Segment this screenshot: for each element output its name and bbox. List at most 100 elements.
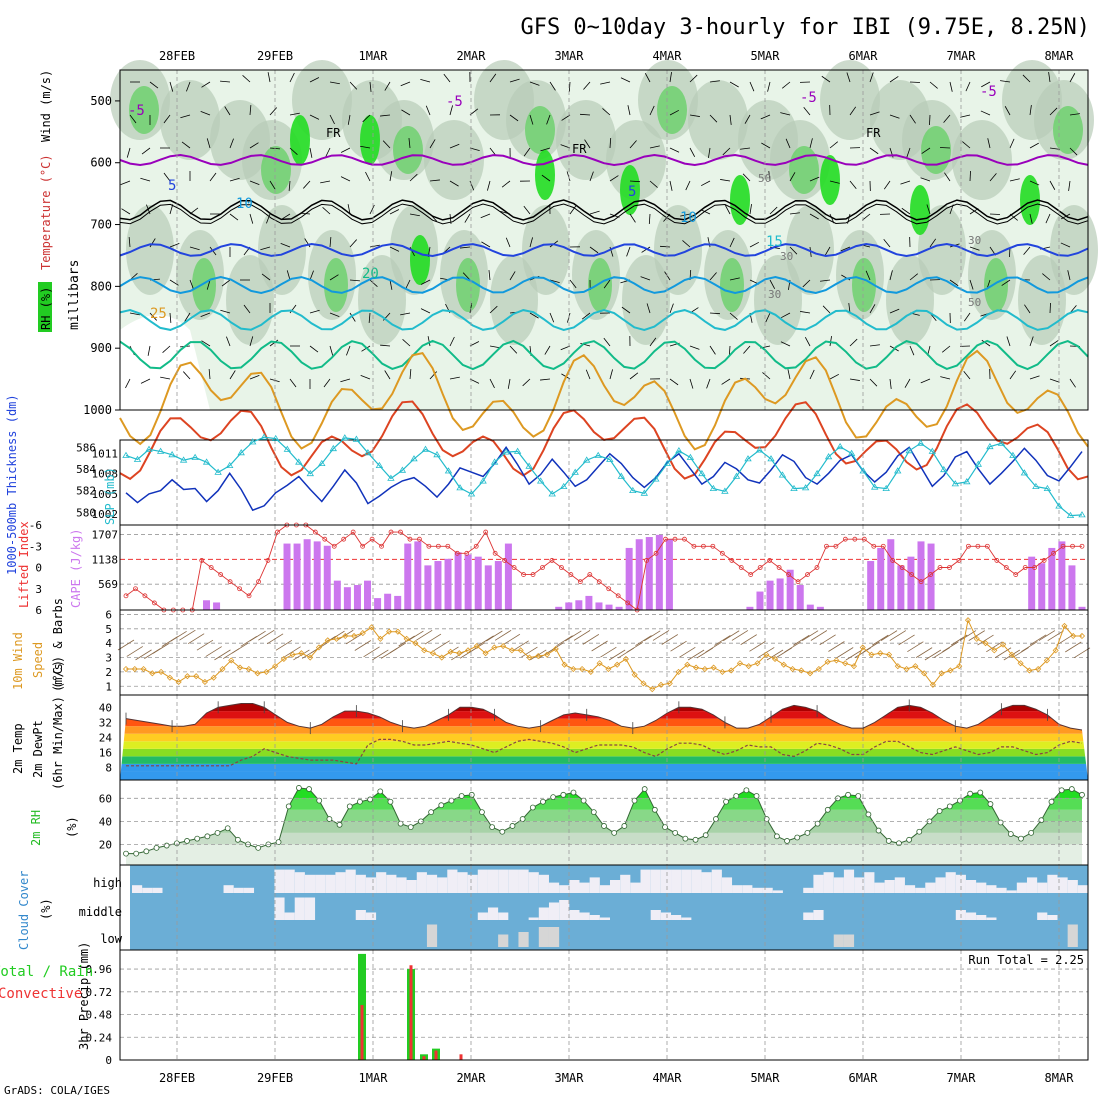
wind-barb <box>389 246 400 252</box>
wind-barb-10m <box>433 640 450 652</box>
wind-barb <box>829 373 840 380</box>
wind-speed-point <box>315 644 323 651</box>
wind-speed-point <box>491 644 498 651</box>
rh-point <box>143 848 150 855</box>
wind-barb <box>629 180 641 183</box>
wind-speed-point <box>570 665 577 673</box>
slp-point <box>179 456 188 463</box>
wind-barb <box>829 141 839 149</box>
dewpoint-line <box>126 738 1083 767</box>
cape-bar <box>504 543 512 610</box>
wind-speed-point <box>500 642 507 650</box>
rh-point <box>631 797 638 804</box>
wind-barb <box>360 145 371 149</box>
cloud-middle-cell <box>538 907 549 920</box>
rh-point <box>255 844 262 851</box>
wind-speed-point <box>552 645 559 652</box>
wind-speed-point <box>482 650 489 657</box>
wind-barb <box>320 180 331 184</box>
wind-barb <box>1042 273 1051 281</box>
cape-bar <box>917 541 925 610</box>
wind-barb-10m <box>293 649 310 661</box>
lifted-index-point <box>1003 565 1009 570</box>
slp-point <box>191 453 199 460</box>
y-axis-label-wind: Wind (m/s) <box>39 70 53 142</box>
wind-barb <box>229 213 239 221</box>
wind-barb <box>583 81 591 90</box>
wind-barb-10m <box>547 642 564 653</box>
rh-point <box>885 838 892 844</box>
wind-barb <box>1069 113 1080 116</box>
wind-speed-point <box>824 658 831 665</box>
wind-barb <box>529 81 540 86</box>
rh-shade-high <box>657 86 687 134</box>
slp-point <box>387 474 395 481</box>
thickness-axis-label: 1000-500mb Thickness (dm) <box>5 394 19 575</box>
wind-barb <box>481 241 491 248</box>
rh-axis-label-1: 2m RH <box>29 810 43 846</box>
wind-barb <box>949 279 959 287</box>
slp-point <box>801 484 810 491</box>
wind-barb <box>329 237 332 248</box>
rh-point <box>336 821 343 828</box>
wind-barb <box>940 376 951 380</box>
wind-barb <box>149 81 159 89</box>
wind-barb <box>981 339 991 347</box>
wind-barb <box>340 147 351 153</box>
cloud-high-cell <box>894 877 905 893</box>
wind-barb-10m <box>415 629 433 641</box>
lifted-index-point <box>738 565 744 570</box>
lifted-index-point <box>786 572 791 577</box>
rh-point <box>712 816 719 822</box>
cape-tick-label: 569 <box>98 578 118 591</box>
temp-axis-label-2: 2m DewPt <box>31 720 45 778</box>
rh-shade-region <box>292 60 352 140</box>
cloud-high-cell <box>711 869 722 893</box>
temp-axis-label-1: 2m Temp <box>11 723 25 774</box>
wind-barb <box>523 147 531 157</box>
wind-speed-point <box>1078 632 1086 640</box>
cloud-high-cell <box>416 872 427 893</box>
rh-shade-region <box>754 255 802 345</box>
cape-bar <box>897 565 905 610</box>
wind-barb-10m <box>196 639 214 651</box>
rh-point <box>641 786 648 792</box>
slp-point <box>225 461 234 468</box>
rh-point <box>1038 817 1045 824</box>
wind-speed-point <box>263 668 270 675</box>
wind-barb <box>529 114 534 125</box>
wind-barb <box>347 114 351 125</box>
temperature-contour-label: 20 <box>362 266 379 282</box>
slp-point <box>893 467 902 474</box>
rh-shade-region <box>622 255 670 345</box>
wind-barb <box>869 378 878 387</box>
wind-barb <box>389 209 400 215</box>
slp-point <box>813 469 821 477</box>
rh-shade-region <box>1050 205 1098 295</box>
rh-shade-max <box>620 165 640 215</box>
wind-barb <box>540 147 551 152</box>
wind-barb <box>904 378 911 388</box>
cape-bar <box>605 604 613 610</box>
wind-barb <box>989 213 1001 215</box>
wind-barb <box>368 312 371 323</box>
rh-point <box>316 797 323 804</box>
wind-speed-point <box>403 635 410 642</box>
rh-shade-high <box>324 258 348 312</box>
cape-bar <box>816 606 824 610</box>
slp-point <box>824 453 833 460</box>
precip-convective-bar <box>422 1056 426 1060</box>
temperature-band <box>120 756 1088 764</box>
date-label-bottom: 6MAR <box>849 1071 879 1085</box>
temperature-contour-label: -5 <box>980 84 997 100</box>
wind-speed-point <box>245 665 252 673</box>
run-total: Run Total = 2.25 <box>968 953 1084 967</box>
rh-tick-label: 40 <box>99 815 112 828</box>
precip-convective-bar <box>409 965 413 1060</box>
slp-point <box>571 468 579 475</box>
wind-speed-point <box>596 660 603 667</box>
lifted-index-point <box>1013 572 1019 577</box>
wind-barb-10m <box>266 633 284 645</box>
rh-point <box>824 806 831 813</box>
rh-shade-high <box>720 258 744 312</box>
